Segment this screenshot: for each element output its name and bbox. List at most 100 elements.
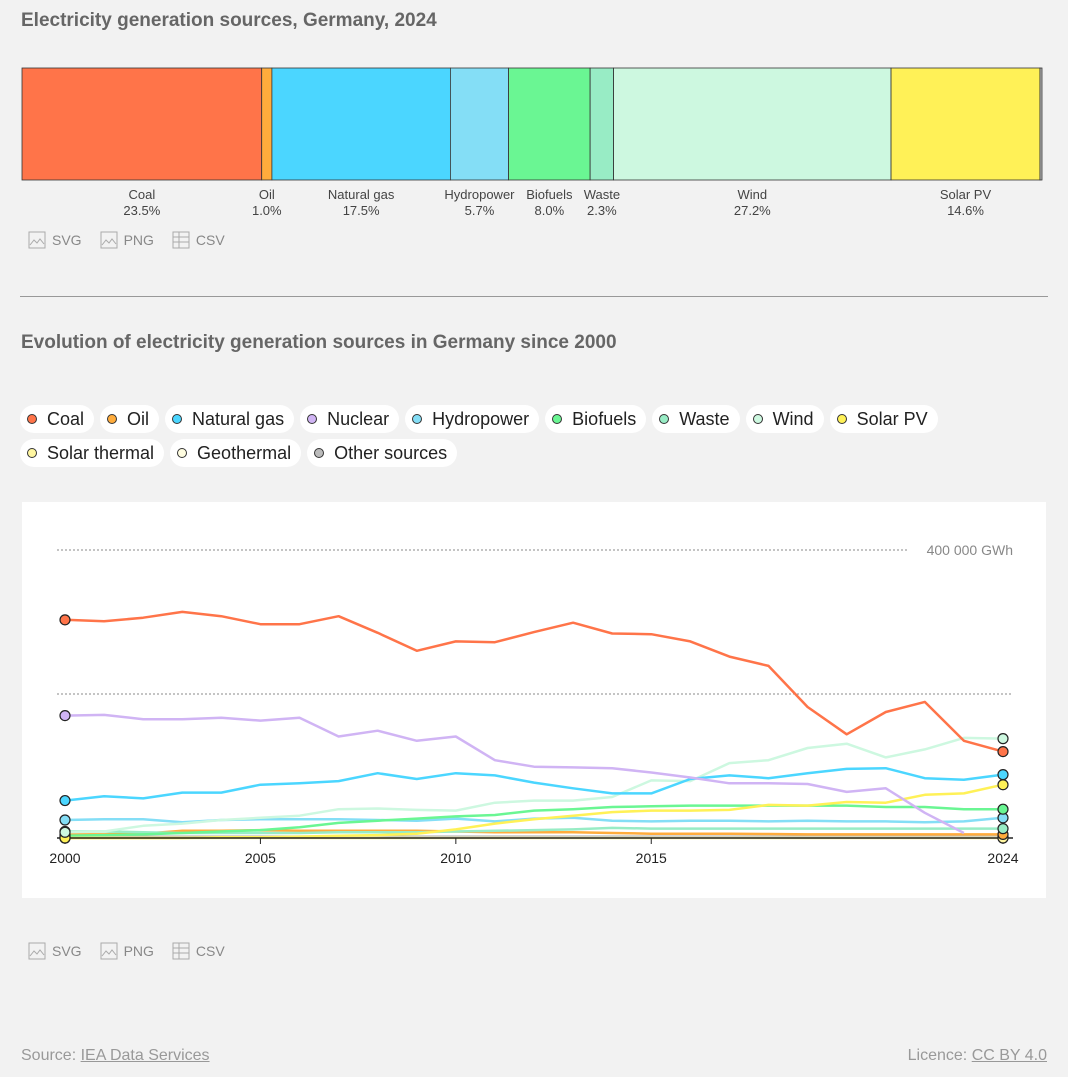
legend-item-geothermal[interactable]: Geothermal xyxy=(170,439,302,467)
download-csv-button[interactable]: CSV xyxy=(172,231,225,249)
endpoint-marker-solar-pv[interactable] xyxy=(997,779,1009,791)
endpoint-marker-wind[interactable] xyxy=(59,826,71,838)
bar-downloads: SVG PNG CSV xyxy=(28,231,225,249)
image-icon xyxy=(28,231,46,249)
legend-label: Coal xyxy=(47,408,85,429)
source-label: Source: xyxy=(21,1047,77,1064)
bar-segment-hydropower[interactable] xyxy=(449,67,509,181)
line-chart: 400 000 GWh 2000 2005 2010 2015 2024 xyxy=(49,542,1018,866)
endpoint-marker-natural-gas[interactable] xyxy=(59,794,71,807)
legend-item-hydropower[interactable]: Hydropower xyxy=(405,405,540,433)
bar-segment-biofuels[interactable] xyxy=(508,67,591,181)
download-png-label: PNG xyxy=(123,232,154,248)
legend-dot-icon xyxy=(552,414,563,424)
table-icon xyxy=(172,231,190,249)
bar-segment-wind[interactable] xyxy=(613,67,892,181)
segment-percent: 17.5% xyxy=(343,203,380,218)
image-icon xyxy=(28,942,46,960)
line-downloads: SVG PNG CSV xyxy=(28,942,225,960)
download-csv-button[interactable]: CSV xyxy=(172,942,225,960)
endpoint-marker-biofuels[interactable] xyxy=(997,803,1009,815)
x-tick-label: 2024 xyxy=(987,850,1018,866)
legend-dot-icon xyxy=(752,414,763,424)
legend-item-nuclear[interactable]: Nuclear xyxy=(300,405,400,433)
image-icon xyxy=(100,231,118,249)
legend-label: Other sources xyxy=(334,442,448,463)
series-line-nuclear[interactable] xyxy=(64,713,965,835)
series-line-wind[interactable] xyxy=(64,736,1004,834)
legend-dot-icon xyxy=(27,448,37,458)
series-line-coal[interactable] xyxy=(64,610,1004,753)
legend-dot-icon xyxy=(412,414,423,424)
segment-percent: 1.0% xyxy=(252,203,282,218)
segment-percent: 8.0% xyxy=(535,203,565,218)
legend-label: Solar PV xyxy=(856,408,928,429)
legend-dot-icon xyxy=(177,448,188,458)
image-icon xyxy=(100,942,118,960)
series-line-waste[interactable] xyxy=(65,826,1003,835)
legend-item-solar-thermal[interactable]: Solar thermal xyxy=(20,439,165,467)
legend-dot-icon xyxy=(659,414,670,424)
x-tick-label: 2005 xyxy=(245,850,276,866)
y-tick-label: 400 000 GWh xyxy=(927,542,1013,558)
legend-dot-icon xyxy=(307,414,318,424)
legend-dot-icon xyxy=(172,414,183,424)
endpoint-marker-coal[interactable] xyxy=(59,614,71,626)
legend-dot-icon xyxy=(836,414,847,424)
legend-item-oil[interactable]: Oil xyxy=(100,405,160,433)
download-png-label: PNG xyxy=(123,943,154,959)
series-line-natural-gas[interactable] xyxy=(64,766,1004,802)
segment-name: Oil xyxy=(259,187,275,202)
endpoint-marker-natural-gas[interactable] xyxy=(997,769,1009,781)
source-link[interactable]: IEA Data Services xyxy=(80,1047,210,1064)
legend-dot-icon xyxy=(314,448,325,458)
segment-percent: 5.7% xyxy=(465,203,495,218)
segment-percent: 23.5% xyxy=(123,203,160,218)
endpoint-marker-hydropower[interactable] xyxy=(59,814,71,826)
legend-item-wind[interactable]: Wind xyxy=(745,405,824,433)
download-svg-button[interactable]: SVG xyxy=(28,942,82,960)
legend-item-solar-pv[interactable]: Solar PV xyxy=(829,405,938,433)
legend-label: Biofuels xyxy=(572,408,637,429)
x-tick-label: 2000 xyxy=(49,850,80,866)
segment-name: Wind xyxy=(738,187,768,202)
x-tick-label: 2010 xyxy=(440,850,471,866)
download-svg-button[interactable]: SVG xyxy=(28,231,82,249)
legend-item-other-sources[interactable]: Other sources xyxy=(307,439,458,467)
endpoint-marker-nuclear[interactable] xyxy=(59,709,71,722)
legend-label: Geothermal xyxy=(197,442,292,463)
download-svg-label: SVG xyxy=(52,232,82,248)
x-tick-label: 2015 xyxy=(636,850,667,866)
licence-link[interactable]: CC BY 4.0 xyxy=(971,1047,1047,1064)
legend-item-biofuels[interactable]: Biofuels xyxy=(545,405,647,433)
bar-chart-title: Electricity generation sources, Germany,… xyxy=(21,10,437,31)
download-png-button[interactable]: PNG xyxy=(100,942,154,960)
endpoint-marker-waste[interactable] xyxy=(997,823,1009,835)
legend: Coal Oil Natural gas Nuclear Hydropower Biofu… xyxy=(20,405,980,467)
source: Source: IEA Data Services xyxy=(21,1047,210,1065)
line-chart-title: Evolution of electricity generation sour… xyxy=(21,332,617,353)
endpoint-marker-coal[interactable] xyxy=(997,745,1009,758)
section-divider xyxy=(20,296,1048,297)
bar-segment-natural-gas[interactable] xyxy=(271,67,451,181)
legend-item-natural-gas[interactable]: Natural gas xyxy=(165,405,295,433)
legend-item-coal[interactable]: Coal xyxy=(20,405,95,433)
table-icon xyxy=(172,942,190,960)
bar-segment-solar-pv[interactable] xyxy=(890,67,1041,181)
series-line-biofuels[interactable] xyxy=(64,804,1003,838)
segment-name: Waste xyxy=(584,187,620,202)
download-csv-label: CSV xyxy=(195,943,225,959)
legend-label: Nuclear xyxy=(327,408,390,429)
legend-label: Wind xyxy=(772,408,814,429)
bar-segment-other[interactable] xyxy=(1039,67,1043,181)
download-png-button[interactable]: PNG xyxy=(100,231,154,249)
endpoint-marker-wind[interactable] xyxy=(997,733,1009,745)
download-csv-label: CSV xyxy=(195,232,225,248)
legend-item-waste[interactable]: Waste xyxy=(652,405,740,433)
segment-percent: 27.2% xyxy=(734,203,771,218)
legend-label: Waste xyxy=(679,408,730,429)
licence: Licence: CC BY 4.0 xyxy=(908,1047,1047,1065)
segment-name: Hydropower xyxy=(444,187,515,202)
